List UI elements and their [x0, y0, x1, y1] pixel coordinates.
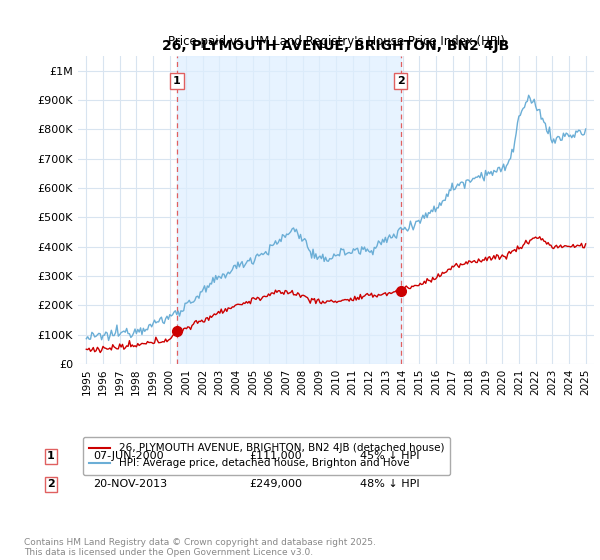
Text: 48% ↓ HPI: 48% ↓ HPI: [360, 479, 419, 489]
Text: Contains HM Land Registry data © Crown copyright and database right 2025.
This d: Contains HM Land Registry data © Crown c…: [24, 538, 376, 557]
Title: 26, PLYMOUTH AVENUE, BRIGHTON, BN2 4JB: 26, PLYMOUTH AVENUE, BRIGHTON, BN2 4JB: [163, 39, 509, 53]
Text: 2: 2: [397, 76, 404, 86]
Text: £249,000: £249,000: [249, 479, 302, 489]
Text: 1: 1: [173, 76, 181, 86]
Text: 2: 2: [47, 479, 55, 489]
Text: £111,000: £111,000: [249, 451, 302, 461]
Text: 45% ↓ HPI: 45% ↓ HPI: [360, 451, 419, 461]
Text: 1: 1: [47, 451, 55, 461]
Bar: [177, 56, 401, 364]
Legend: 26, PLYMOUTH AVENUE, BRIGHTON, BN2 4JB (detached house), HPI: Average price, det: 26, PLYMOUTH AVENUE, BRIGHTON, BN2 4JB (…: [83, 437, 451, 475]
Text: 07-JUN-2000: 07-JUN-2000: [93, 451, 164, 461]
Text: Price paid vs. HM Land Registry's House Price Index (HPI): Price paid vs. HM Land Registry's House …: [167, 35, 505, 48]
Text: 20-NOV-2013: 20-NOV-2013: [93, 479, 167, 489]
